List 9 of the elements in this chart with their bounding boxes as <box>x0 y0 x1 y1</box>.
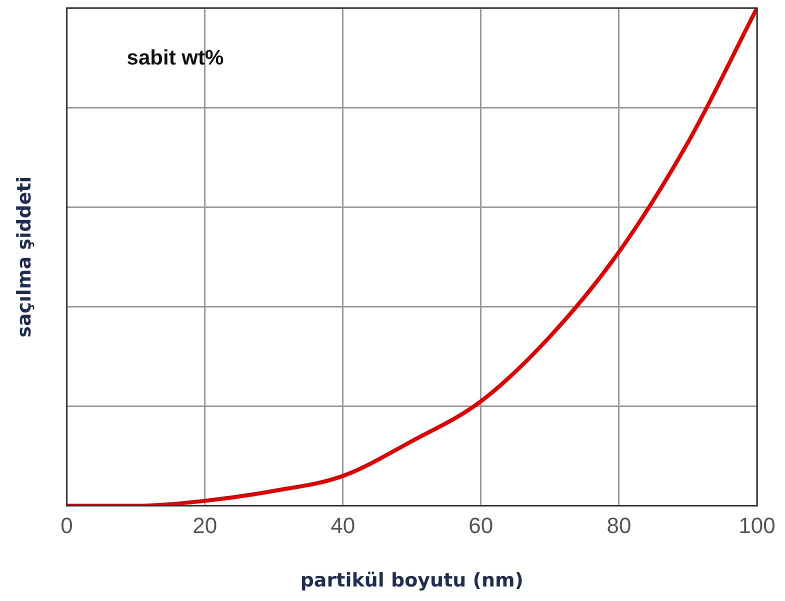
x-tick-label: 40 <box>330 513 356 538</box>
x-tick-label: 80 <box>606 513 632 538</box>
annotation: sabit wt% <box>126 46 224 70</box>
x-tick-label: 100 <box>738 513 776 538</box>
x-axis-title: partikül boyutu (nm) <box>300 570 524 592</box>
y-axis-title: saçılma şiddeti <box>13 176 36 338</box>
x-tick-label: 60 <box>468 513 494 538</box>
x-tick-label: 0 <box>60 513 73 538</box>
x-tick-label: 20 <box>192 513 218 538</box>
